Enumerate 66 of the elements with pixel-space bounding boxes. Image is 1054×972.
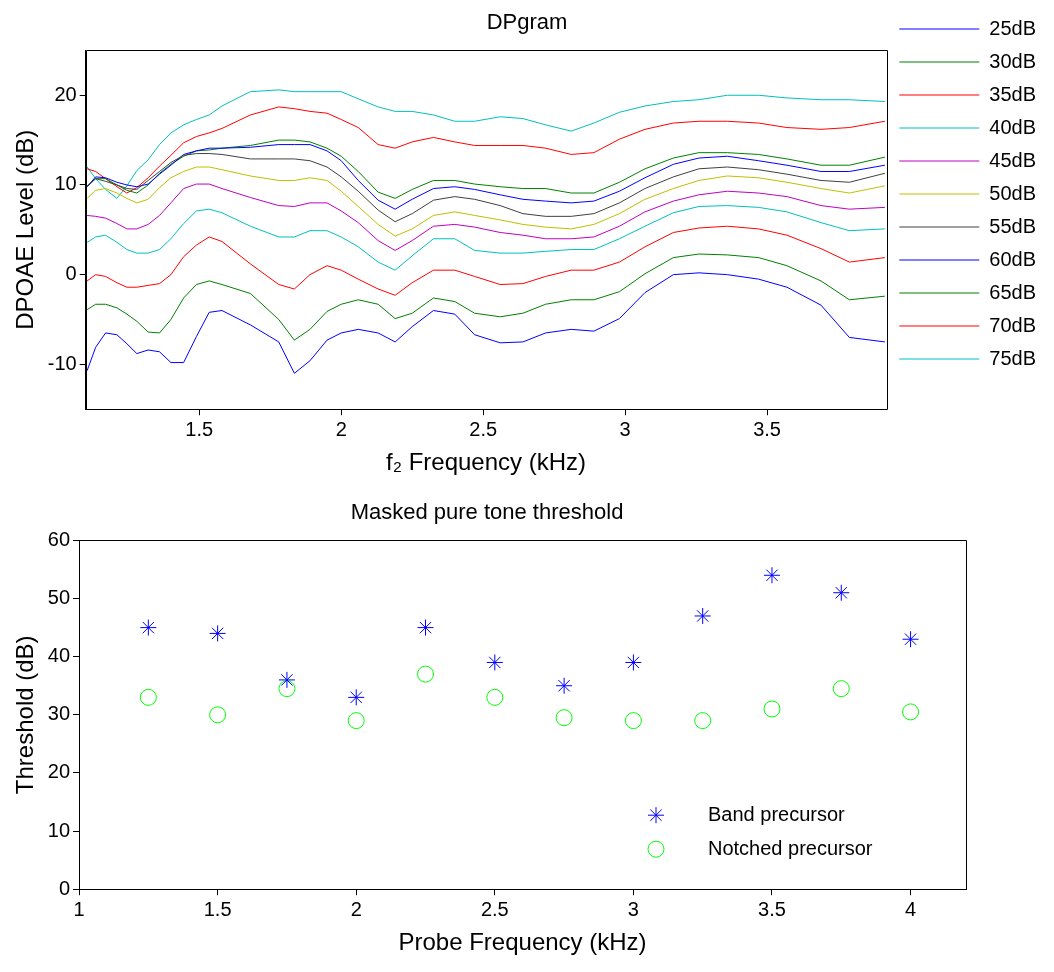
x-tick-label: 1.5 — [203, 897, 232, 920]
point — [624, 653, 642, 671]
y-tick-label: 20 — [54, 82, 77, 105]
x-tick-label: 2.5 — [469, 417, 498, 440]
legend-label: 35dB — [989, 82, 1037, 105]
point — [902, 703, 920, 721]
y-axis-title: DPOAE Level (dB) — [11, 129, 39, 330]
y-tick-label: 10 — [47, 818, 71, 841]
x-tick-label: 1.5 — [185, 417, 214, 440]
point — [624, 712, 642, 730]
y-tick-label: 30 — [47, 702, 71, 725]
x-tick-label: 3 — [627, 897, 639, 920]
legend-label: 55dB — [989, 214, 1037, 237]
x-tick-label: 3.5 — [753, 417, 781, 440]
point — [555, 709, 573, 727]
legend-label: 30dB — [989, 49, 1037, 72]
x-tick-label: 3 — [619, 417, 631, 440]
y-tick-label: 60 — [47, 527, 71, 550]
legend-label: 75dB — [989, 346, 1037, 369]
chart-title: DPgram — [486, 9, 568, 35]
legend-label: 65dB — [989, 280, 1037, 303]
point — [486, 688, 504, 706]
x-tick-label: 3.5 — [758, 897, 786, 920]
y-tick-label: 10 — [54, 172, 77, 195]
point — [694, 712, 712, 730]
legend-label: Band precursor — [708, 802, 846, 825]
point — [139, 688, 157, 706]
point — [347, 688, 365, 706]
legend-label: 40dB — [989, 115, 1037, 138]
legend-label: 50dB — [989, 181, 1037, 204]
y-tick-label: 0 — [58, 876, 71, 899]
point — [209, 706, 227, 724]
y-tick-label: -10 — [47, 351, 77, 374]
x-tick-label: 4 — [905, 897, 917, 920]
point — [209, 624, 227, 642]
point — [486, 653, 504, 671]
y-tick-label: 0 — [65, 262, 77, 285]
point — [417, 665, 435, 683]
point — [278, 671, 296, 689]
y-tick-label: 50 — [47, 586, 71, 609]
legend-label: 45dB — [989, 148, 1037, 171]
legend-label: 60dB — [989, 247, 1037, 270]
point — [694, 607, 712, 625]
point — [763, 700, 781, 718]
y-axis-title: Threshold (dB) — [11, 635, 39, 795]
point — [832, 680, 850, 698]
legend-label: 25dB — [989, 16, 1037, 39]
y-tick-label: 40 — [47, 644, 71, 667]
x-tick-label: 1 — [73, 897, 85, 920]
x-tick-label: 2 — [335, 417, 347, 440]
x-tick-label: 2 — [350, 897, 362, 920]
point — [139, 619, 157, 637]
point — [347, 712, 365, 730]
x-axis-title: f₂ Frequency (kHz) — [385, 448, 587, 476]
point — [832, 584, 850, 602]
x-tick-label: 2.5 — [480, 897, 509, 920]
point — [555, 677, 573, 695]
x-axis-title: Probe Frequency (kHz) — [398, 928, 647, 956]
point — [278, 680, 296, 698]
legend-label: Notched precursor — [708, 836, 873, 859]
legend-label: 70dB — [989, 313, 1037, 336]
chart-title: Masked pure tone threshold — [350, 499, 624, 525]
point — [417, 619, 435, 637]
y-tick-label: 20 — [47, 760, 71, 783]
point — [902, 630, 920, 648]
point — [763, 566, 781, 584]
